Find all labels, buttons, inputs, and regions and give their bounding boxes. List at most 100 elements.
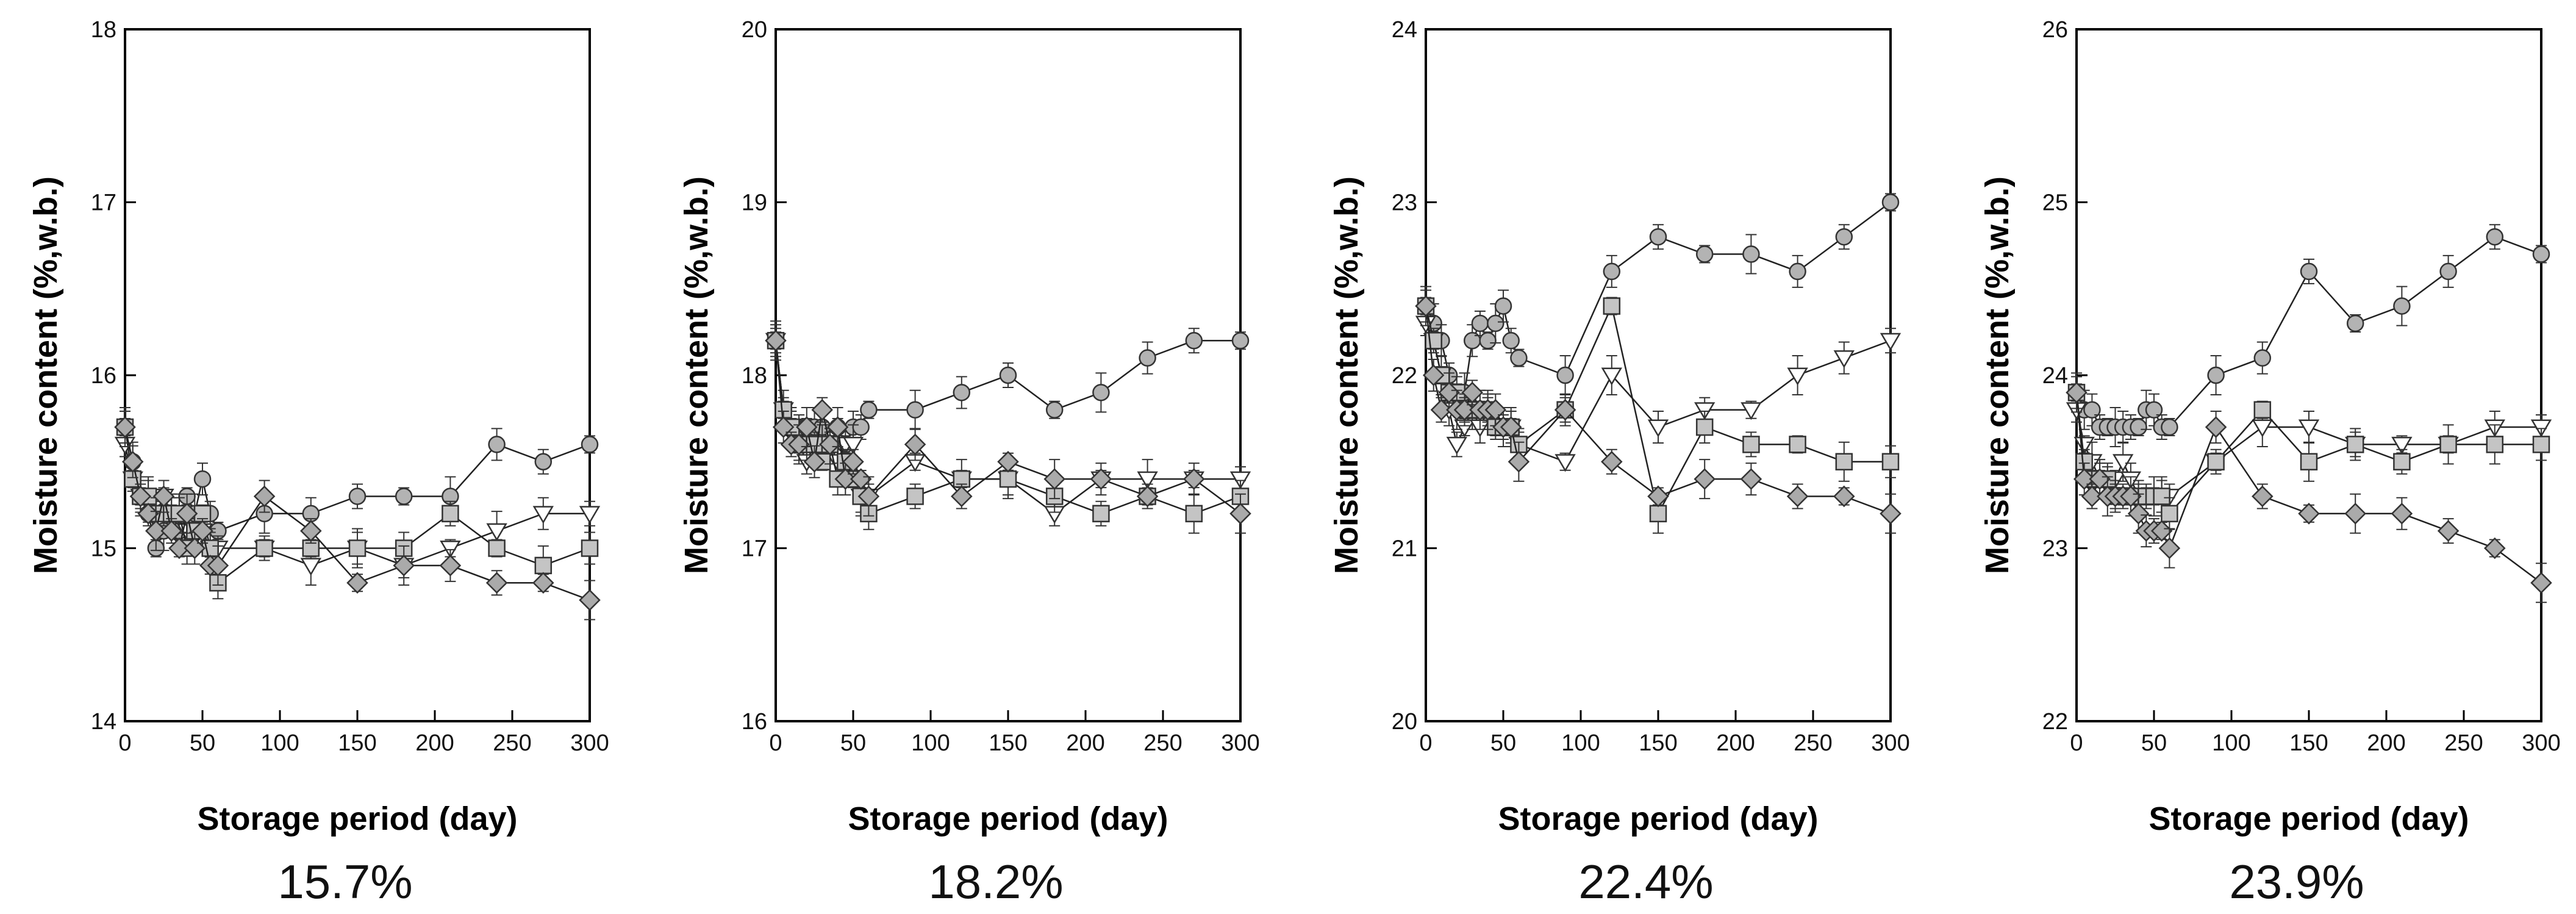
data-point bbox=[1471, 314, 1489, 333]
data-point bbox=[152, 485, 175, 508]
panel-caption: 23.9% bbox=[2229, 855, 2364, 909]
y-tick-label: 14 bbox=[91, 709, 116, 735]
x-tick-label: 50 bbox=[840, 730, 866, 756]
data-point bbox=[2393, 297, 2411, 315]
data-point bbox=[852, 418, 870, 436]
series-diamond bbox=[765, 320, 1251, 534]
data-point bbox=[256, 539, 273, 557]
x-tick-label: 150 bbox=[989, 730, 1027, 756]
y-tick-label: 20 bbox=[1392, 709, 1417, 735]
data-point bbox=[2207, 366, 2225, 384]
data-point bbox=[2439, 436, 2457, 453]
series-diamond bbox=[2066, 372, 2552, 603]
data-point bbox=[1695, 418, 1714, 436]
data-point bbox=[1741, 402, 1762, 420]
y-axis-title: Moisture content (%,w.b.) bbox=[678, 176, 715, 574]
x-tick-label: 250 bbox=[493, 730, 531, 756]
data-point bbox=[1742, 245, 1760, 263]
data-point bbox=[1695, 245, 1714, 263]
data-point bbox=[2346, 314, 2364, 333]
y-tick-label: 17 bbox=[742, 536, 767, 562]
data-point bbox=[121, 450, 144, 473]
panel-caption: 18.2% bbox=[928, 855, 1063, 909]
data-point bbox=[2145, 401, 2163, 419]
data-point bbox=[2205, 416, 2227, 438]
data-point bbox=[1789, 262, 1806, 281]
x-tick-label: 150 bbox=[1639, 730, 1677, 756]
data-point bbox=[579, 589, 601, 611]
data-point bbox=[1555, 454, 1576, 472]
y-tick-label: 23 bbox=[1392, 190, 1417, 216]
data-point bbox=[2300, 453, 2318, 470]
data-point bbox=[1694, 468, 1716, 490]
series-diamond bbox=[1415, 286, 1902, 534]
data-point bbox=[160, 520, 182, 542]
data-point bbox=[2391, 436, 2413, 455]
data-point bbox=[532, 506, 554, 524]
data-point bbox=[1649, 505, 1667, 523]
data-point bbox=[1185, 332, 1203, 350]
data-point bbox=[1415, 295, 1437, 317]
data-point bbox=[1183, 468, 1205, 490]
x-axis-title: Storage period (day) bbox=[1498, 801, 1818, 837]
y-tick-label: 16 bbox=[742, 709, 767, 735]
y-tick-label: 24 bbox=[2042, 363, 2068, 389]
series-circle bbox=[1417, 193, 1900, 413]
data-point bbox=[488, 436, 506, 453]
data-point bbox=[1510, 349, 1528, 367]
data-point bbox=[1438, 381, 1460, 404]
data-point bbox=[532, 572, 554, 594]
data-point bbox=[348, 488, 367, 505]
y-tick-label: 20 bbox=[742, 17, 767, 43]
data-point bbox=[486, 523, 507, 541]
x-tick-label: 100 bbox=[911, 730, 950, 756]
data-point bbox=[1229, 503, 1251, 525]
plot-frame bbox=[2075, 28, 2542, 722]
data-point bbox=[2083, 401, 2101, 419]
data-point bbox=[1554, 398, 1576, 421]
data-point bbox=[1136, 485, 1159, 508]
x-tick-label: 250 bbox=[1143, 730, 1182, 756]
data-point bbox=[579, 506, 601, 524]
data-point bbox=[1137, 471, 1158, 489]
x-axis-title: Storage period (day) bbox=[197, 801, 517, 837]
data-point bbox=[1601, 450, 1623, 473]
data-point bbox=[2158, 537, 2181, 560]
data-point bbox=[534, 556, 553, 575]
data-point bbox=[826, 416, 849, 438]
x-axis-title: Storage period (day) bbox=[848, 801, 1168, 837]
panel-caption: 22.4% bbox=[1578, 855, 1713, 909]
data-point bbox=[842, 436, 864, 455]
data-point bbox=[581, 539, 599, 557]
y-tick-label: 18 bbox=[91, 17, 116, 43]
x-tick-label: 50 bbox=[190, 730, 215, 756]
data-point bbox=[1786, 485, 1809, 508]
data-point bbox=[857, 485, 880, 508]
y-axis-title: Moisture content (%,w.b.) bbox=[1979, 176, 2016, 574]
data-point bbox=[1647, 485, 1669, 508]
data-point bbox=[1487, 314, 1504, 333]
data-point bbox=[207, 555, 229, 577]
x-tick-label: 200 bbox=[1716, 730, 1755, 756]
data-point bbox=[114, 416, 136, 438]
y-tick-label: 22 bbox=[2042, 709, 2068, 735]
data-point bbox=[1601, 367, 1622, 386]
data-point bbox=[765, 329, 787, 352]
data-point bbox=[1092, 505, 1110, 523]
data-point bbox=[137, 503, 159, 525]
data-point bbox=[176, 503, 198, 525]
data-point bbox=[2089, 468, 2111, 490]
data-point bbox=[904, 433, 926, 456]
x-tick-label: 300 bbox=[1871, 730, 1909, 756]
data-point bbox=[1835, 228, 1853, 246]
x-tick-label: 300 bbox=[570, 730, 609, 756]
data-point bbox=[1789, 436, 1806, 453]
data-point bbox=[999, 366, 1017, 384]
data-point bbox=[1742, 436, 1760, 453]
data-point bbox=[534, 453, 553, 470]
data-point bbox=[2127, 503, 2150, 525]
y-axis-title: Moisture content (%,w.b.) bbox=[1328, 176, 1365, 574]
x-tick-label: 0 bbox=[118, 730, 131, 756]
x-tick-label: 50 bbox=[2141, 730, 2167, 756]
